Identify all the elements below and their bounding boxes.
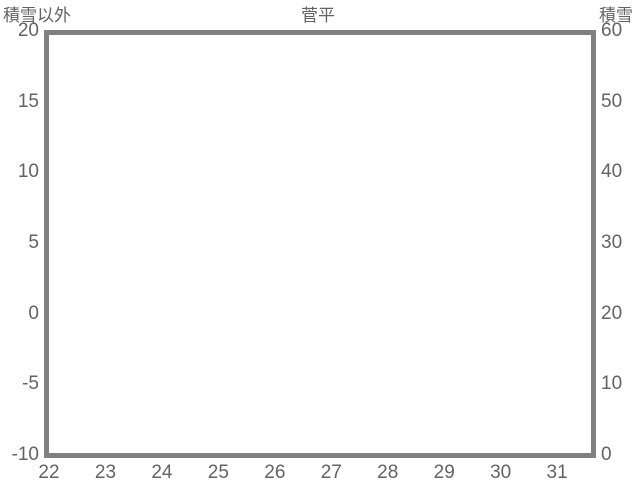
right-ytick-0: 0 [601, 444, 612, 465]
left-ytick-m5: -5 [22, 373, 39, 394]
left-ytick-10: 10 [17, 161, 39, 182]
right-ytick-30: 30 [601, 232, 623, 253]
xtick-28: 28 [377, 462, 399, 483]
xtick-24: 24 [151, 462, 173, 483]
xtick-22: 22 [38, 462, 60, 483]
xtick-27: 27 [320, 462, 342, 483]
left-ytick-15: 15 [17, 91, 39, 112]
left-ytick-20: 20 [17, 20, 39, 41]
right-ytick-60: 60 [601, 20, 623, 41]
plot-frame [44, 30, 596, 458]
right-axis-title: 積雪 [599, 6, 633, 25]
xtick-25: 25 [207, 462, 229, 483]
left-ytick-0: 0 [28, 303, 39, 324]
xtick-31: 31 [546, 462, 568, 483]
left-ytick-5: 5 [28, 232, 39, 253]
left-axis-title: 積雪以外 [3, 6, 71, 25]
right-ytick-10: 10 [601, 373, 623, 394]
plot-area [44, 30, 596, 458]
xtick-30: 30 [490, 462, 512, 483]
right-ytick-40: 40 [601, 161, 623, 182]
xtick-23: 23 [94, 462, 117, 483]
chart-title: 菅平 [301, 6, 335, 25]
right-ytick-20: 20 [601, 303, 623, 324]
xtick-26: 26 [264, 462, 286, 483]
right-ytick-50: 50 [601, 91, 623, 112]
left-ytick-m10: -10 [11, 444, 39, 465]
xtick-29: 29 [433, 462, 455, 483]
